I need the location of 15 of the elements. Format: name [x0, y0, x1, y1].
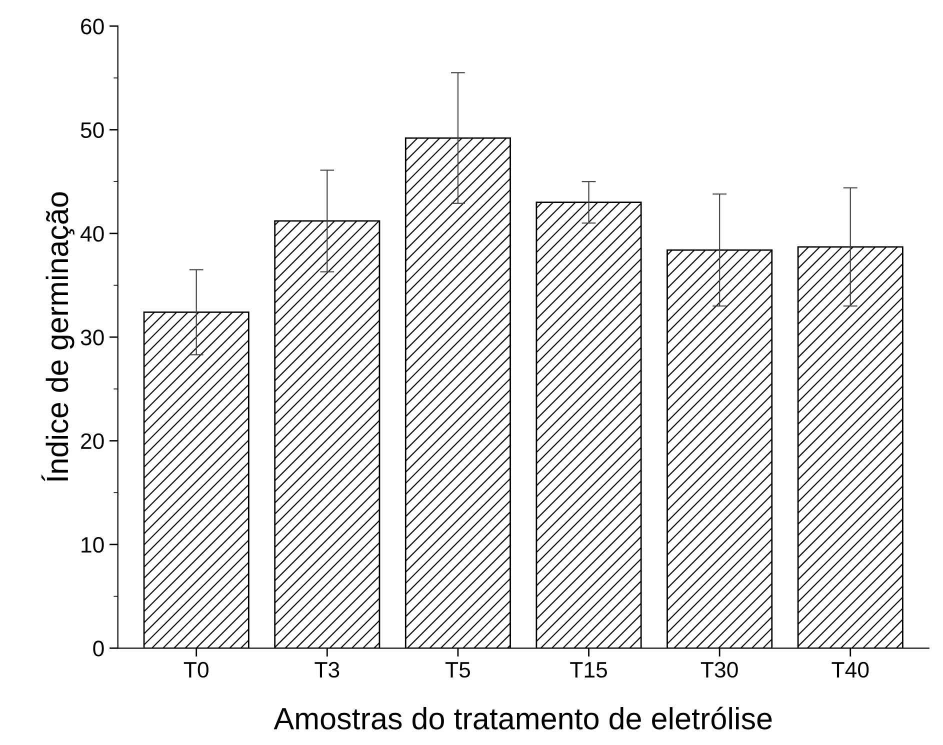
y-tick-label: 30 [80, 330, 104, 346]
x-tick-label: T3 [314, 662, 340, 678]
x-tick-label: T5 [446, 662, 470, 678]
x-tick-label: T15 [570, 662, 607, 678]
x-tick-label: T0 [184, 662, 208, 678]
y-tick-label: 50 [80, 122, 104, 138]
y-tick-label: 0 [93, 640, 104, 656]
x-tick-label: T30 [700, 662, 738, 678]
y-tick-label: 40 [80, 226, 104, 242]
y-tick-label: 60 [81, 18, 104, 34]
x-axis-title: Amostras do tratamento de eletrólise [274, 706, 772, 730]
y-axis-title: Índice de germinação [41, 192, 74, 482]
x-tick-label: T40 [832, 662, 869, 678]
y-tick-label: 20 [81, 433, 104, 450]
y-tick-label: 10 [82, 537, 104, 553]
